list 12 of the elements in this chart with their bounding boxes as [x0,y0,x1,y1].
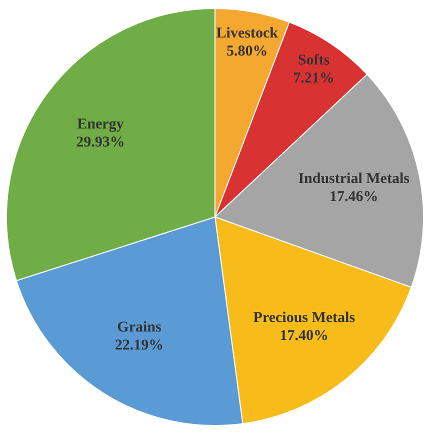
data-label: 22.19% [114,338,164,354]
slice-label: Grains [117,320,162,336]
slice-label: Livestock [216,26,279,42]
slice-label: Precious Metals [253,310,356,326]
slice-label: Softs [298,52,330,69]
slice-label: Energy [77,116,124,132]
data-label: 17.40% [280,328,329,344]
data-label: 17.46% [329,189,378,206]
data-label: 29.93% [76,134,125,150]
slice-label: Industrial Metals [298,171,410,188]
data-label: 7.21% [293,70,334,87]
data-label: 5.80% [226,44,268,60]
